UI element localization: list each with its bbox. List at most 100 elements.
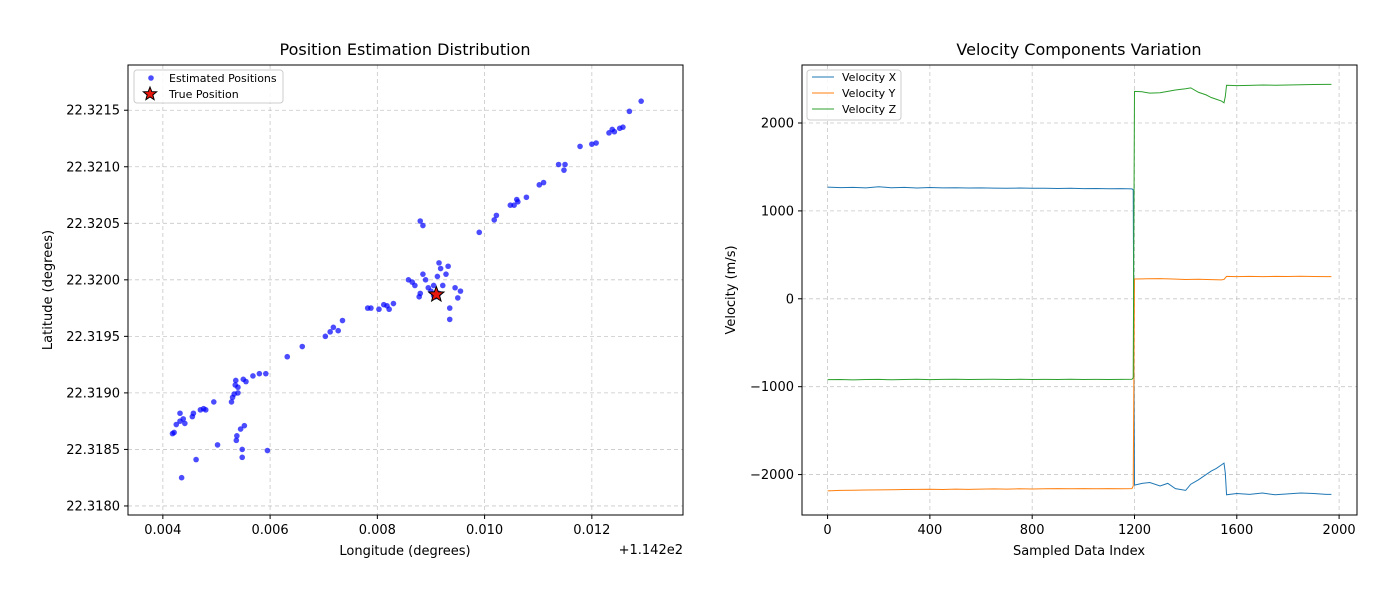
chart-title: Velocity Components Variation [956,40,1201,59]
estimated-position-point [322,333,329,340]
estimated-position-point [173,421,180,428]
x-tick-label: 0.008 [359,523,396,538]
y-tick-label: −1000 [750,380,794,395]
x-tick-label: 0 [823,523,831,538]
position-scatter-chart: Position Estimation Distribution 0.004 0.… [41,40,684,559]
estimated-position-point [228,399,235,405]
y-tick-label: 22.3195 [66,330,120,345]
x-tick-label: 1600 [1220,523,1253,538]
estimated-position-point [237,426,244,432]
y-axis-ticks: −2000 −1000 0 1000 2000 [750,117,802,483]
true-position-marker [427,285,446,303]
y-axis-label: Velocity (m/s) [724,245,739,334]
x-tick-label: 2000 [1323,523,1356,538]
estimated-position-point [593,140,599,146]
estimated-position-point [169,430,176,437]
data-points [169,98,644,481]
estimated-position-point [511,202,517,209]
y-tick-label: 22.3185 [66,443,120,458]
true-position-star [427,285,446,303]
estimated-position-point [446,316,453,323]
estimated-position-point [523,194,530,201]
x-tick-label: 0.012 [573,523,610,538]
estimated-position-point [420,271,426,277]
x-axis-ticks: 0 400 800 1200 1600 2000 [823,515,1356,538]
estimated-position-point [339,317,346,324]
plot-area [801,64,1358,516]
estimated-position-point [335,327,342,334]
legend-box [806,69,902,121]
estimated-position-point [330,324,337,331]
estimated-position-point [284,353,291,360]
estimated-position-point [390,300,397,307]
legend-entry: Velocity X [842,71,897,84]
x-offset-text: +1.142e2 [619,543,683,558]
y-axis-ticks: 22.3180 22.3185 22.3190 22.3195 22.3200 22.32… [66,104,128,514]
y-tick-label: 22.3200 [66,273,120,288]
estimated-position-point [611,128,618,135]
estimated-position-point [327,329,333,335]
estimated-position-point [445,263,451,270]
estimated-position-point [235,390,241,396]
estimated-position-point [515,199,521,205]
y-tick-label: 22.3205 [66,217,120,232]
estimated-position-point [620,124,626,130]
estimated-position-point [241,422,248,429]
estimated-position-point [493,212,500,219]
estimated-position-point [638,98,644,104]
estimated-position-point [430,282,437,289]
estimated-position-point [540,179,547,186]
estimated-position-point [232,382,239,388]
estimated-position-point [417,218,424,224]
y-tick-label: 2000 [761,117,794,132]
x-tick-label: 0.006 [251,523,288,538]
y-tick-label: −2000 [750,468,794,483]
estimated-position-point [233,437,240,444]
x-tick-label: 1200 [1118,523,1151,538]
estimated-position-point [476,229,483,236]
estimated-position-point [202,407,209,413]
estimated-position-point [368,305,374,311]
y-axis-label: Latitude (degrees) [41,230,56,350]
legend-entry: Estimated Positions [169,72,277,85]
estimated-position-point [210,399,217,405]
y-tick-label: 0 [786,292,794,307]
series-line-velocity-x [827,186,1332,496]
estimated-position-point [561,167,567,173]
estimated-position-point [376,306,382,313]
legend-entry: Velocity Z [842,103,897,116]
estimated-position-point [264,447,271,454]
estimated-position-point [439,282,446,289]
legend-marker-estimated [148,75,154,81]
estimated-position-point [263,370,269,377]
legend-entry: True Position [168,88,239,101]
y-tick-label: 1000 [761,204,794,219]
estimated-position-point [182,420,188,427]
estimated-position-point [422,277,429,283]
estimated-position-point [299,343,306,350]
series-line-velocity-y [827,275,1332,492]
estimated-position-point [626,108,633,115]
estimated-position-point [239,446,246,453]
estimated-position-point [193,456,199,463]
estimated-position-point [177,410,183,417]
estimated-position-point [436,260,442,266]
grid-lines [128,65,683,515]
estimated-position-point [555,161,562,168]
legend-entry: Velocity Y [842,87,896,100]
estimated-position-point [234,433,240,439]
x-tick-label: 400 [917,523,942,538]
estimated-position-point [443,271,449,277]
y-tick-label: 22.3215 [66,104,120,119]
estimated-position-point [577,143,583,150]
estimated-position-point [232,377,239,384]
grid-lines [802,65,1357,515]
series-line-velocity-z [827,83,1332,381]
legend: Estimated Positions True Position [133,69,284,104]
x-tick-label: 0.004 [144,523,181,538]
estimated-position-point [536,182,543,188]
legend-marker-true [142,85,158,101]
estimated-position-point [420,222,426,229]
legend: Velocity X Velocity Y Velocity Z [806,69,902,121]
